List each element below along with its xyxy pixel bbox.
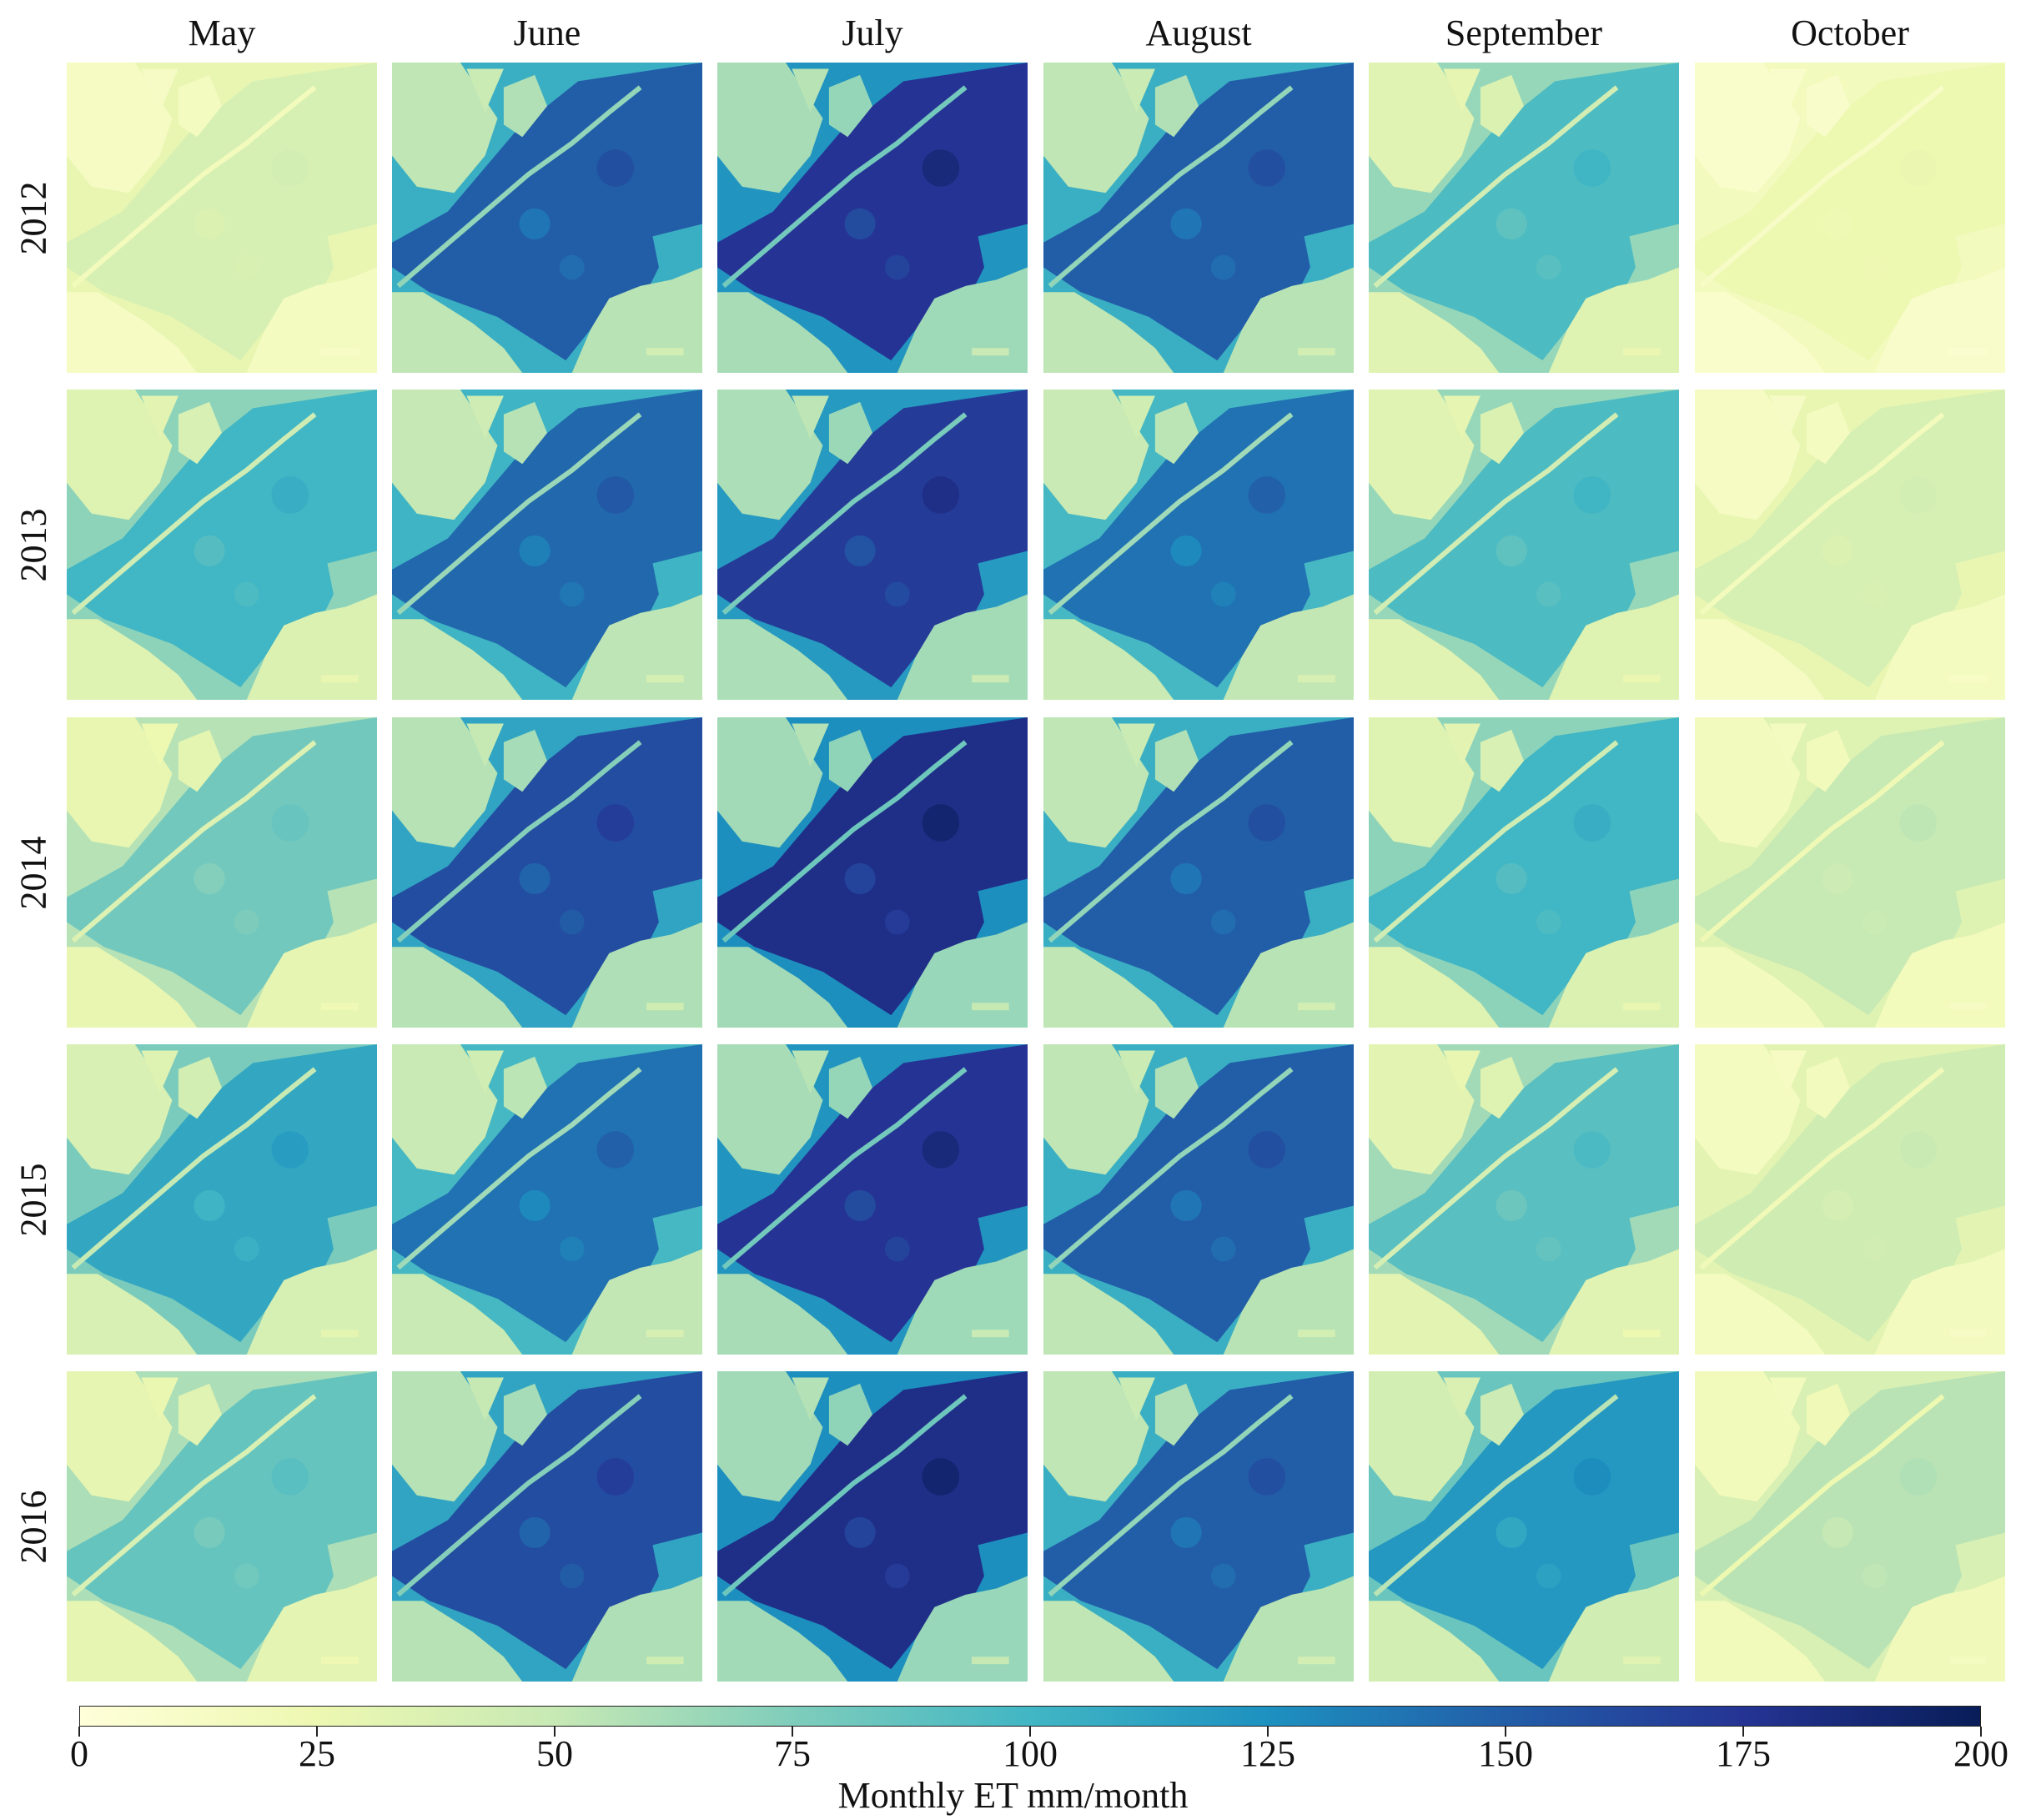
map-panel-2016-may — [67, 1371, 377, 1682]
colorbar-tick-label: 125 — [1240, 1733, 1295, 1774]
map-panel-2012-may — [67, 63, 377, 373]
colorbar-tick-label: 0 — [70, 1733, 88, 1774]
map-panel-2014-september — [1369, 717, 1679, 1028]
colorbar-tick-mark — [554, 1727, 556, 1737]
colorbar-tick-label: 50 — [536, 1733, 573, 1774]
column-title-may: May — [188, 13, 256, 53]
map-panel-2016-june — [392, 1371, 702, 1682]
map-panel-2014-june — [392, 717, 702, 1028]
map-panel-2015-october — [1695, 1044, 2005, 1355]
map-panel-2012-october — [1695, 63, 2005, 373]
map-panel-2013-august — [1043, 390, 1354, 700]
colorbar-tick-label: 75 — [774, 1733, 811, 1774]
column-title-september: September — [1445, 13, 1603, 53]
map-panel-2012-september — [1369, 63, 1679, 373]
row-label-2016: 2016 — [13, 1490, 54, 1563]
colorbar-tick-label: 100 — [1003, 1733, 1058, 1774]
map-panel-2016-september — [1369, 1371, 1679, 1682]
column-title-june: June — [513, 13, 581, 53]
row-label-2015: 2015 — [13, 1163, 54, 1236]
colorbar-tick-mark — [1267, 1727, 1269, 1737]
map-panel-2015-september — [1369, 1044, 1679, 1355]
colorbar-tick-mark — [792, 1727, 793, 1737]
map-panel-2013-may — [67, 390, 377, 700]
map-panel-2016-august — [1043, 1371, 1354, 1682]
map-panel-2016-october — [1695, 1371, 2005, 1682]
row-label-2012: 2012 — [13, 181, 54, 254]
colorbar-tick-mark — [1980, 1727, 1982, 1737]
map-panel-2014-august — [1043, 717, 1354, 1028]
map-panel-2015-july — [717, 1044, 1028, 1355]
map-panel-2015-may — [67, 1044, 377, 1355]
column-title-august: August — [1145, 13, 1252, 53]
colorbar-label: Monthly ET mm/month — [837, 1775, 1189, 1816]
map-panel-2013-june — [392, 390, 702, 700]
map-panel-2013-september — [1369, 390, 1679, 700]
map-panel-2012-august — [1043, 63, 1354, 373]
colorbar-tick-label: 25 — [299, 1733, 335, 1774]
colorbar-tick-mark — [1029, 1727, 1031, 1737]
colorbar-tick-label: 200 — [1953, 1733, 2008, 1774]
colorbar-tick-mark — [78, 1727, 80, 1737]
map-panel-2014-october — [1695, 717, 2005, 1028]
colorbar — [79, 1706, 1981, 1727]
map-panel-2015-august — [1043, 1044, 1354, 1355]
row-label-2014: 2014 — [13, 836, 54, 909]
colorbar-tick-mark — [1505, 1727, 1506, 1737]
row-label-2013: 2013 — [13, 508, 54, 581]
map-panel-2013-july — [717, 390, 1028, 700]
map-panel-2015-june — [392, 1044, 702, 1355]
column-title-july: July — [842, 13, 903, 53]
map-panel-2013-october — [1695, 390, 2005, 700]
map-panel-2014-july — [717, 717, 1028, 1028]
colorbar-tick-label: 150 — [1478, 1733, 1533, 1774]
map-panel-2016-july — [717, 1371, 1028, 1682]
map-panel-2014-may — [67, 717, 377, 1028]
map-panel-2012-june — [392, 63, 702, 373]
column-title-october: October — [1791, 13, 1909, 53]
colorbar-tick-mark — [316, 1727, 318, 1737]
colorbar-tick-mark — [1742, 1727, 1744, 1737]
map-panel-2012-july — [717, 63, 1028, 373]
colorbar-tick-label: 175 — [1716, 1733, 1771, 1774]
